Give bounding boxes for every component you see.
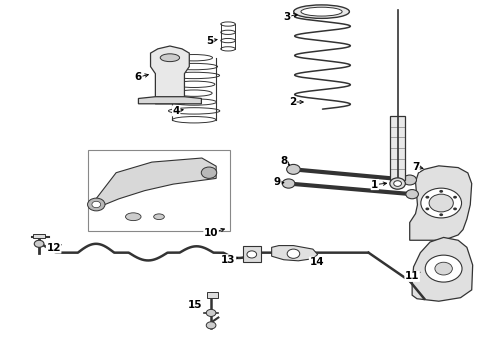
Polygon shape [150, 46, 189, 104]
Text: 6: 6 [135, 72, 142, 82]
Circle shape [435, 262, 452, 275]
Circle shape [421, 188, 462, 218]
Circle shape [453, 196, 457, 199]
Circle shape [390, 178, 405, 189]
Bar [243, 246, 261, 262]
Text: 1: 1 [371, 180, 378, 190]
Text: 11: 11 [405, 271, 419, 282]
Circle shape [206, 322, 216, 329]
Circle shape [88, 198, 105, 211]
Polygon shape [412, 238, 473, 301]
Polygon shape [95, 158, 216, 208]
Text: 8: 8 [280, 156, 287, 166]
Text: 4: 4 [172, 106, 180, 116]
Ellipse shape [247, 251, 257, 258]
Text: 14: 14 [309, 257, 324, 267]
Polygon shape [410, 166, 472, 240]
Circle shape [403, 175, 416, 185]
Circle shape [34, 240, 44, 247]
Circle shape [206, 309, 216, 316]
Circle shape [425, 255, 462, 282]
Circle shape [92, 201, 100, 208]
Circle shape [287, 165, 300, 174]
Ellipse shape [125, 213, 141, 221]
Bar [88, 150, 230, 231]
Text: 9: 9 [274, 177, 281, 188]
Ellipse shape [301, 7, 342, 16]
Bar [33, 234, 46, 238]
Polygon shape [138, 97, 201, 104]
Circle shape [439, 213, 443, 216]
Text: 10: 10 [204, 228, 219, 238]
Circle shape [394, 181, 401, 186]
Text: 2: 2 [289, 97, 296, 107]
Text: 12: 12 [47, 243, 61, 253]
Text: 13: 13 [221, 255, 236, 265]
Circle shape [425, 196, 429, 199]
Circle shape [425, 207, 429, 210]
Circle shape [282, 179, 295, 188]
Text: 3: 3 [284, 12, 291, 22]
Text: 15: 15 [188, 300, 202, 310]
Circle shape [406, 190, 418, 199]
Text: 5: 5 [206, 36, 214, 46]
Polygon shape [271, 246, 318, 261]
Ellipse shape [294, 5, 349, 18]
Circle shape [439, 190, 443, 193]
Ellipse shape [160, 54, 180, 62]
Ellipse shape [154, 214, 164, 220]
Circle shape [201, 167, 217, 178]
Circle shape [429, 194, 453, 212]
Bar [391, 116, 405, 180]
Circle shape [287, 249, 300, 258]
Text: 7: 7 [412, 162, 419, 171]
Bar [207, 292, 218, 298]
Circle shape [453, 207, 457, 210]
